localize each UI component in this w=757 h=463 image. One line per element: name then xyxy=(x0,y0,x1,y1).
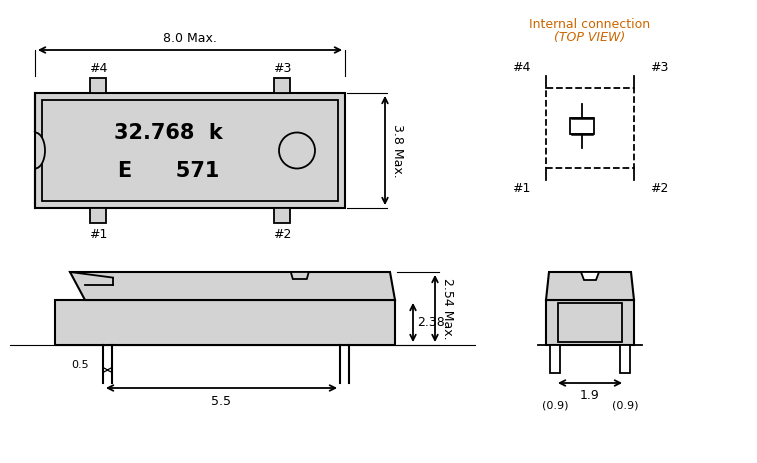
Bar xyxy=(550,345,560,373)
Text: #4: #4 xyxy=(512,61,530,74)
Text: 2.38: 2.38 xyxy=(417,316,445,329)
Text: #2: #2 xyxy=(650,182,668,195)
Ellipse shape xyxy=(25,132,45,169)
Bar xyxy=(620,345,630,373)
Bar xyxy=(546,88,634,168)
Text: E      571: E 571 xyxy=(117,161,219,181)
Circle shape xyxy=(279,132,315,169)
Bar xyxy=(274,208,290,223)
Text: #1: #1 xyxy=(89,228,107,241)
Text: 32.768  k: 32.768 k xyxy=(114,123,223,143)
Text: 5.5: 5.5 xyxy=(211,395,232,408)
Text: 1.9: 1.9 xyxy=(580,389,600,402)
Text: 3.8 Max.: 3.8 Max. xyxy=(391,124,404,177)
Text: Internal connection: Internal connection xyxy=(529,18,650,31)
Text: 8.0 Max.: 8.0 Max. xyxy=(163,32,217,45)
Text: #3: #3 xyxy=(273,62,291,75)
Polygon shape xyxy=(581,272,599,280)
Bar xyxy=(42,100,338,201)
Bar xyxy=(274,78,290,93)
Polygon shape xyxy=(70,272,395,300)
Bar xyxy=(14,131,36,169)
Text: (TOP VIEW): (TOP VIEW) xyxy=(554,31,625,44)
Polygon shape xyxy=(546,272,634,300)
Text: #3: #3 xyxy=(650,61,668,74)
Bar xyxy=(90,208,106,223)
Text: #1: #1 xyxy=(512,182,530,195)
Text: 2.54 Max.: 2.54 Max. xyxy=(441,278,454,339)
Bar xyxy=(558,303,622,342)
Polygon shape xyxy=(291,272,309,279)
Bar xyxy=(90,78,106,93)
Text: #4: #4 xyxy=(89,62,107,75)
Text: #2: #2 xyxy=(273,228,291,241)
Text: (0.9): (0.9) xyxy=(542,401,569,411)
Bar xyxy=(55,300,395,345)
Bar xyxy=(546,300,634,345)
Text: (0.9): (0.9) xyxy=(612,401,638,411)
Bar xyxy=(35,93,345,208)
Text: 0.5: 0.5 xyxy=(71,360,89,370)
Bar xyxy=(570,118,594,134)
